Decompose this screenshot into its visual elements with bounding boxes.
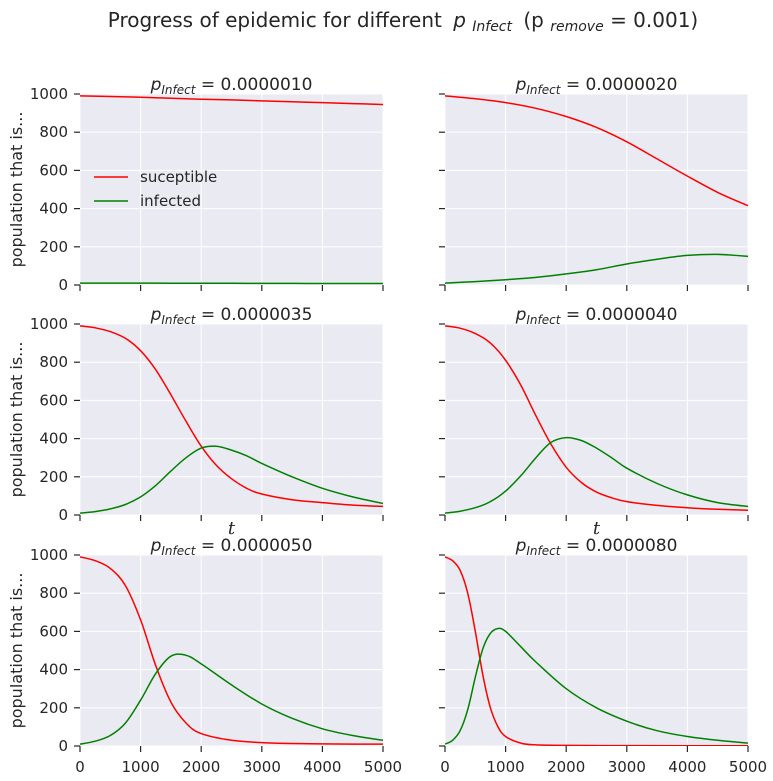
series-line-suceptible	[445, 325, 748, 511]
series-line-infected	[445, 436, 748, 514]
figure-title-paren: (p	[523, 8, 544, 32]
y-axis-label: population that is...	[7, 112, 26, 268]
subplot-title-sub: Infect	[526, 544, 561, 558]
legend-label-infected: infected	[140, 192, 201, 210]
subplot-title-sub: Infect	[161, 544, 196, 558]
subplot-title-sub: Infect	[526, 83, 561, 97]
subplot-6: 0 1000 2000 3000 4000 5000 pInfect = 0.0000080	[439, 536, 767, 776]
x-tick-label: 1000	[487, 758, 525, 776]
plot-area	[445, 94, 748, 285]
series-line-infected	[80, 653, 383, 745]
y-tick-label: 1000	[30, 85, 68, 103]
subplot-title-value: = 0.0000020	[560, 75, 677, 95]
subplot-title: pInfect = 0.0000035	[150, 305, 313, 327]
y-tick-label: 0	[58, 276, 68, 294]
y-tick-label: 1000	[30, 315, 68, 333]
subplot-title: pInfect = 0.0000010	[150, 75, 313, 97]
subplot-title-sub: Infect	[161, 83, 196, 97]
subplot-title-symbol: p	[515, 536, 527, 556]
subplot-title-value: = 0.0000040	[560, 305, 677, 325]
subplot-title-value: = 0.0000035	[195, 305, 312, 325]
y-tick-label: 800	[39, 584, 68, 602]
plot-area	[80, 324, 383, 515]
x-tick-label: 4000	[668, 758, 706, 776]
x-tick-label: 2000	[547, 758, 585, 776]
subplot-title-symbol: p	[150, 75, 162, 95]
x-tick-label: 2000	[182, 758, 220, 776]
x-tick-label: 3000	[608, 758, 646, 776]
y-tick-label: 200	[39, 468, 68, 486]
y-tick-label: 600	[39, 391, 68, 409]
subplot-title-symbol: p	[150, 305, 162, 325]
plot-area	[445, 324, 748, 515]
legend-label-suceptible: suceptible	[140, 168, 217, 186]
legend: suceptible infected	[94, 168, 217, 210]
subplot-4: t pInfect = 0.0000040	[439, 305, 749, 539]
x-axis-label: t	[593, 518, 601, 539]
subplot-title: pInfect = 0.0000050	[150, 536, 313, 558]
y-tick-label: 400	[39, 430, 68, 448]
y-tick-label: 600	[39, 161, 68, 179]
subplot-title-value: = 0.0000010	[195, 75, 312, 95]
subplot-title: pInfect = 0.0000040	[515, 305, 678, 327]
subplot-2: pInfect = 0.0000020	[439, 75, 749, 291]
x-tick-label: 1000	[122, 758, 160, 776]
y-axis-label: population that is...	[7, 573, 26, 729]
figure-title: Progress of epidemic for different p Inf…	[108, 8, 699, 36]
y-tick-label: 200	[39, 699, 68, 717]
subplot-title-sub: Infect	[161, 313, 196, 327]
subplot-title-sub: Infect	[526, 313, 561, 327]
subplot-title: pInfect = 0.0000020	[515, 75, 678, 97]
plot-area	[80, 94, 383, 285]
y-tick-label: 800	[39, 123, 68, 141]
subplot-title-symbol: p	[515, 305, 527, 325]
series-line-suceptible	[80, 95, 383, 106]
x-axis-label: t	[228, 518, 236, 539]
x-tick-label: 0	[440, 758, 450, 776]
figure-title-sub: Infect	[472, 19, 512, 35]
plot-area	[445, 555, 748, 746]
figure-title-p: p	[452, 8, 466, 32]
subplot-title-value: = 0.0000050	[195, 536, 312, 556]
y-tick-label: 400	[39, 661, 68, 679]
plot-area	[80, 555, 383, 746]
x-tick-label: 0	[75, 758, 85, 776]
y-axis-label: population that is...	[7, 342, 26, 498]
y-tick-label: 1000	[30, 546, 68, 564]
figure-title-paren-sub: remove	[550, 19, 603, 35]
y-tick-label: 400	[39, 200, 68, 218]
series-line-infected	[80, 445, 383, 514]
series-line-infected	[445, 627, 748, 745]
x-tick-label: 5000	[729, 758, 767, 776]
y-tick-label: 0	[58, 506, 68, 524]
series-line-infected	[445, 253, 748, 284]
y-tick-label: 800	[39, 353, 68, 371]
series-line-suceptible	[80, 325, 383, 508]
subplot-title: pInfect = 0.0000080	[515, 536, 678, 558]
series-line-suceptible	[445, 95, 748, 207]
y-tick-label: 200	[39, 238, 68, 256]
series-line-suceptible	[445, 556, 748, 746]
subplot-title-value: = 0.0000080	[560, 536, 677, 556]
subplot-title-symbol: p	[150, 536, 162, 556]
y-tick-label: 0	[58, 737, 68, 755]
y-tick-label: 600	[39, 622, 68, 640]
x-tick-label: 4000	[303, 758, 341, 776]
x-tick-label: 5000	[364, 758, 402, 776]
subplot-title-symbol: p	[515, 75, 527, 95]
series-line-suceptible	[80, 556, 383, 745]
figure-title-paren-value: = 0.001)	[610, 8, 698, 32]
figure-title-text: Progress of epidemic for different	[108, 8, 442, 32]
x-tick-label: 3000	[243, 758, 281, 776]
